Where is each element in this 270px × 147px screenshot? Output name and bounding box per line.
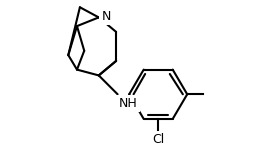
Text: NH: NH [119, 97, 138, 110]
Text: Cl: Cl [152, 133, 164, 146]
Text: N: N [101, 10, 111, 23]
